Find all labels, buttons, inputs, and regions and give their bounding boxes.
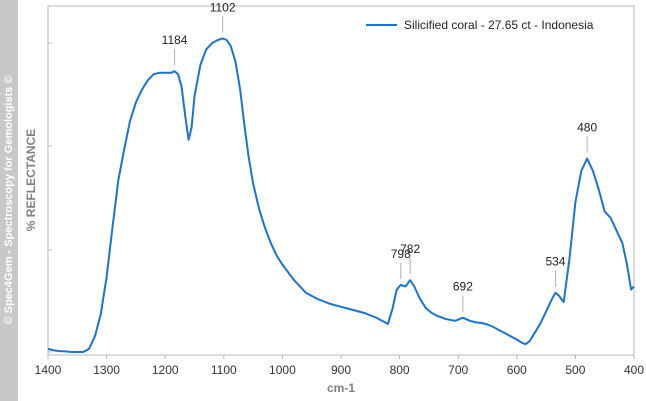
x-tick-label-700: 700 <box>448 363 468 377</box>
series-line-0 <box>47 37 635 353</box>
x-tick-label-1100: 1100 <box>211 363 237 377</box>
x-axis-title: cm-1 <box>327 381 355 395</box>
peak-label-692: 692 <box>453 280 473 294</box>
x-tick-label-800: 800 <box>390 363 410 377</box>
peak-label-1184: 1184 <box>162 33 188 47</box>
x-tick-label-400: 400 <box>624 363 644 377</box>
peak-label-798: 798 <box>391 247 411 261</box>
x-tick-label-1400: 1400 <box>35 363 62 377</box>
peak-label-534: 534 <box>545 255 565 269</box>
x-tick-label-900: 900 <box>331 363 351 377</box>
peak-label-480: 480 <box>577 121 597 135</box>
x-tick-label-1300: 1300 <box>93 363 120 377</box>
x-tick-label-500: 500 <box>565 363 585 377</box>
x-tick-label-1000: 1000 <box>269 363 296 377</box>
peak-label-782: 782 <box>400 242 420 256</box>
legend-label-0: Silicified coral - 27.65 ct - Indonesia <box>404 18 594 32</box>
x-tick-label-1200: 1200 <box>152 363 179 377</box>
peak-label-1102: 1102 <box>210 0 236 14</box>
plot-frame <box>47 5 635 356</box>
watermark-band: © Spec4Gem - Spectroscopy for Gemologist… <box>0 0 18 401</box>
x-tick-label-600: 600 <box>507 363 527 377</box>
